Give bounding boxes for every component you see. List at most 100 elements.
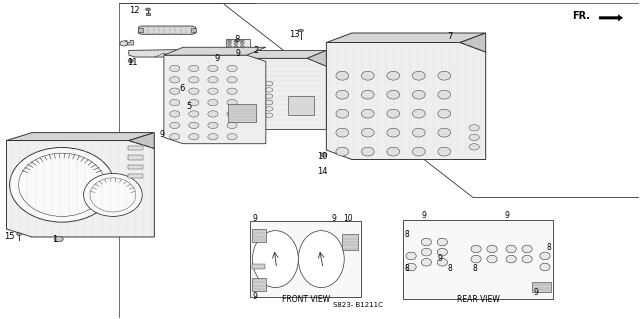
Ellipse shape bbox=[421, 238, 431, 246]
Ellipse shape bbox=[321, 153, 327, 157]
Ellipse shape bbox=[234, 40, 238, 42]
Bar bbox=[127, 145, 143, 150]
Text: 12: 12 bbox=[129, 6, 140, 15]
Ellipse shape bbox=[240, 94, 247, 99]
Ellipse shape bbox=[187, 91, 195, 96]
Ellipse shape bbox=[227, 100, 235, 105]
Ellipse shape bbox=[336, 128, 349, 137]
Ellipse shape bbox=[227, 88, 237, 94]
Polygon shape bbox=[6, 141, 154, 237]
Ellipse shape bbox=[240, 107, 247, 111]
Bar bbox=[191, 28, 196, 33]
Ellipse shape bbox=[241, 42, 244, 44]
Ellipse shape bbox=[227, 81, 235, 86]
Ellipse shape bbox=[208, 88, 218, 94]
Ellipse shape bbox=[412, 71, 425, 80]
Ellipse shape bbox=[200, 67, 204, 69]
Ellipse shape bbox=[265, 81, 273, 86]
Ellipse shape bbox=[265, 100, 273, 105]
Ellipse shape bbox=[227, 88, 235, 92]
Polygon shape bbox=[307, 50, 326, 66]
Ellipse shape bbox=[438, 128, 451, 137]
Bar bbox=[127, 174, 143, 178]
Ellipse shape bbox=[120, 41, 127, 46]
Text: 8: 8 bbox=[404, 264, 410, 273]
Ellipse shape bbox=[227, 107, 235, 111]
Ellipse shape bbox=[252, 231, 298, 287]
Ellipse shape bbox=[438, 109, 451, 118]
Ellipse shape bbox=[200, 64, 204, 66]
Ellipse shape bbox=[234, 46, 238, 48]
Text: REAR VIEW: REAR VIEW bbox=[456, 295, 499, 304]
Ellipse shape bbox=[540, 252, 550, 260]
Ellipse shape bbox=[240, 113, 247, 117]
Text: 9: 9 bbox=[236, 49, 241, 58]
Ellipse shape bbox=[336, 90, 349, 99]
Ellipse shape bbox=[208, 111, 218, 117]
Bar bbox=[212, 121, 244, 129]
Ellipse shape bbox=[227, 77, 237, 83]
Ellipse shape bbox=[487, 255, 497, 263]
Text: 9: 9 bbox=[252, 214, 257, 223]
Ellipse shape bbox=[208, 122, 218, 129]
Bar bbox=[250, 221, 362, 297]
Polygon shape bbox=[129, 133, 154, 148]
Ellipse shape bbox=[208, 100, 218, 106]
Ellipse shape bbox=[406, 263, 416, 271]
Ellipse shape bbox=[471, 245, 481, 253]
Ellipse shape bbox=[298, 231, 344, 287]
Ellipse shape bbox=[214, 107, 222, 111]
Ellipse shape bbox=[84, 174, 142, 216]
Ellipse shape bbox=[252, 113, 260, 117]
Ellipse shape bbox=[469, 134, 479, 141]
Bar bbox=[252, 264, 264, 269]
Ellipse shape bbox=[438, 90, 451, 99]
Ellipse shape bbox=[54, 237, 63, 242]
Ellipse shape bbox=[170, 77, 180, 83]
Ellipse shape bbox=[227, 122, 237, 129]
Polygon shape bbox=[164, 47, 266, 55]
Ellipse shape bbox=[265, 94, 273, 99]
Ellipse shape bbox=[265, 107, 273, 111]
Ellipse shape bbox=[522, 255, 532, 263]
Ellipse shape bbox=[412, 128, 425, 137]
Ellipse shape bbox=[252, 88, 260, 92]
Ellipse shape bbox=[362, 90, 374, 99]
Ellipse shape bbox=[437, 238, 447, 246]
Text: 9: 9 bbox=[505, 211, 509, 220]
Ellipse shape bbox=[208, 134, 218, 140]
Ellipse shape bbox=[506, 245, 516, 253]
Ellipse shape bbox=[387, 147, 399, 156]
Bar bbox=[127, 155, 143, 160]
Ellipse shape bbox=[412, 147, 425, 156]
Ellipse shape bbox=[227, 111, 237, 117]
Polygon shape bbox=[6, 133, 154, 141]
Ellipse shape bbox=[265, 88, 273, 92]
Text: 8: 8 bbox=[447, 264, 452, 273]
Ellipse shape bbox=[471, 255, 481, 263]
Ellipse shape bbox=[252, 94, 260, 99]
Text: 7: 7 bbox=[447, 32, 453, 41]
Ellipse shape bbox=[228, 40, 232, 42]
Ellipse shape bbox=[227, 94, 235, 99]
Ellipse shape bbox=[10, 147, 114, 222]
Ellipse shape bbox=[252, 81, 260, 86]
Ellipse shape bbox=[387, 90, 399, 99]
Text: 8: 8 bbox=[234, 35, 239, 44]
Bar bbox=[127, 165, 143, 169]
Ellipse shape bbox=[298, 29, 303, 32]
Ellipse shape bbox=[241, 46, 244, 48]
Bar bbox=[532, 282, 550, 292]
Ellipse shape bbox=[241, 49, 244, 51]
Polygon shape bbox=[199, 50, 326, 58]
Ellipse shape bbox=[170, 122, 180, 129]
Polygon shape bbox=[129, 49, 194, 57]
Polygon shape bbox=[138, 26, 196, 34]
Text: 11: 11 bbox=[127, 58, 138, 67]
Ellipse shape bbox=[265, 113, 273, 117]
Ellipse shape bbox=[189, 122, 199, 129]
Text: 9: 9 bbox=[252, 292, 257, 300]
Ellipse shape bbox=[412, 109, 425, 118]
Text: 6: 6 bbox=[180, 84, 185, 93]
Polygon shape bbox=[199, 58, 326, 130]
